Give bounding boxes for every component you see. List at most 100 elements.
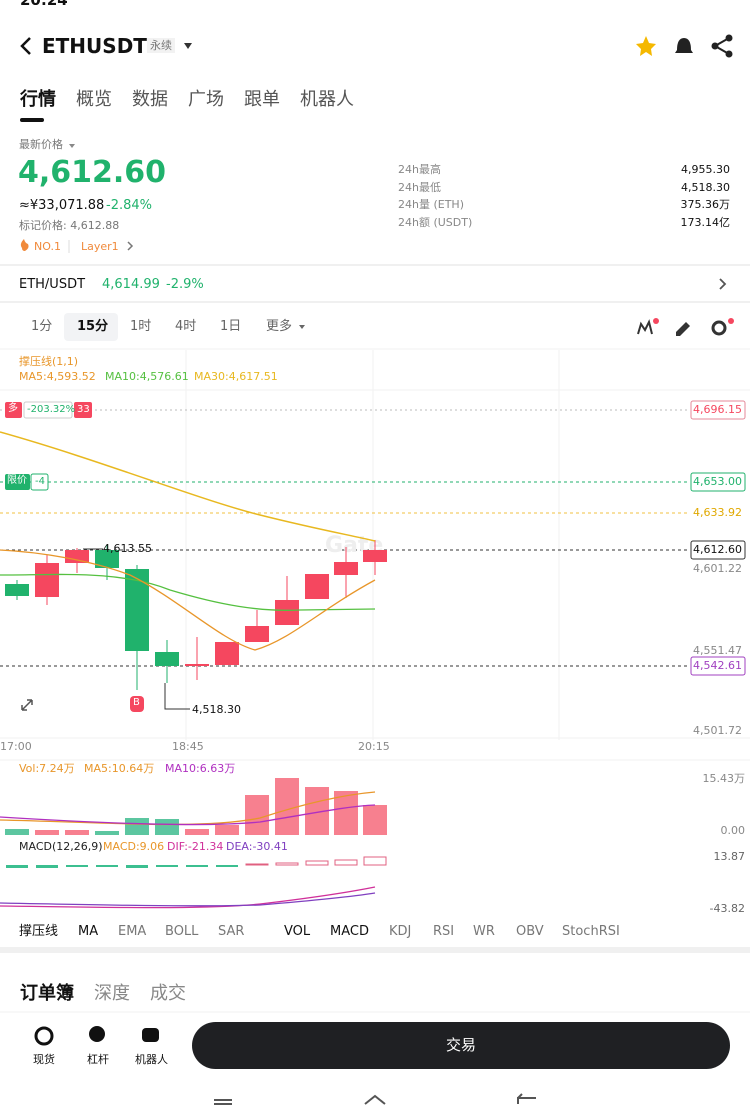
buy-marker-label: B [133, 697, 140, 708]
macd-bar [363, 856, 387, 866]
tab[interactable]: 行情 [20, 89, 56, 110]
indicator-tab[interactable]: BOLL [165, 924, 199, 939]
interval[interactable]: 更多 [266, 319, 293, 334]
indicator-tab[interactable]: 撑压线 [19, 924, 59, 939]
tab[interactable]: 数据 [132, 89, 168, 110]
long-side[interactable]: 多 [8, 403, 18, 414]
long-pnl: -203.32% [27, 404, 76, 415]
settings-icon[interactable] [711, 320, 727, 336]
indicator-tab[interactable]: OBV [516, 924, 544, 939]
volume-legend: MA10:6.63万 [165, 762, 236, 775]
ma10-line [0, 573, 376, 611]
mark-price: 标记价格: 4,612.88 [19, 219, 120, 232]
price-level-box [690, 472, 746, 492]
long-badge[interactable] [5, 402, 22, 418]
macd-bar [156, 865, 178, 867]
sector-tag[interactable]: Layer1 [81, 240, 119, 253]
dropdown-caret[interactable] [184, 43, 192, 49]
dea-line [0, 892, 376, 907]
limit-badge[interactable] [5, 474, 30, 490]
last-price: 4,612.60 [18, 155, 167, 190]
tab-underline [20, 118, 44, 122]
indicator-tab[interactable]: WR [473, 924, 495, 939]
interval[interactable]: 1时 [130, 319, 152, 334]
tab[interactable]: 机器人 [300, 89, 354, 110]
orderbook-tab[interactable]: 深度 [94, 983, 130, 1004]
volume-bar [334, 791, 358, 835]
price-change: -2.84% [106, 198, 152, 213]
bottom-nav-label[interactable]: 机器人 [135, 1053, 168, 1066]
volume-bar [35, 830, 59, 835]
ma30-line [0, 431, 376, 542]
indicator-tab[interactable]: SAR [218, 924, 245, 939]
indicator-tab[interactable]: EMA [118, 924, 147, 939]
indicator-tab[interactable]: VOL [284, 924, 311, 939]
tab[interactable]: 广场 [188, 89, 224, 110]
interval[interactable]: 15分 [77, 319, 109, 334]
status-time: 20:24 [20, 0, 68, 9]
tab[interactable]: 跟单 [244, 89, 280, 110]
macd-axis: -43.82 [709, 902, 745, 915]
price-level: 4,633.92 [693, 506, 742, 519]
fullscreen-icon[interactable] [21, 699, 33, 711]
margin-icon[interactable] [89, 1026, 105, 1042]
macd-bar [6, 865, 28, 868]
macd-bar [275, 862, 299, 866]
macd-bar [305, 860, 329, 866]
grid [0, 350, 750, 740]
indicator-tab[interactable]: KDJ [389, 924, 412, 939]
orderbook-tab[interactable]: 成交 [150, 983, 186, 1004]
interval[interactable]: 1日 [220, 319, 242, 334]
candle-body [125, 569, 149, 651]
ma5-line [0, 549, 376, 651]
price-label: 最新价格 [19, 138, 63, 151]
spot-price: 4,614.99 [102, 277, 160, 292]
back-icon[interactable] [20, 37, 31, 55]
macd-legend: MACD:9.06 [103, 840, 165, 853]
bottom-nav-label[interactable]: 现货 [33, 1053, 55, 1066]
candle-body [363, 550, 387, 562]
support-legend: 撑压线(1,1) [19, 355, 79, 368]
ma-legend: MA30:4,617.51 [194, 370, 278, 383]
macd-bar [216, 865, 238, 867]
orderbook-tab[interactable]: 订单簿 [20, 983, 74, 1004]
trade-button[interactable] [192, 1022, 730, 1069]
fire-icon [20, 239, 29, 251]
draw-icon[interactable] [676, 322, 690, 336]
spot-pair[interactable]: ETH/USDT [19, 277, 86, 292]
spot-change: -2.9% [166, 277, 204, 292]
time-label: 20:15 [358, 740, 390, 753]
macd-legend: MACD(12,26,9) [19, 840, 103, 853]
stat-value: 375.36万 [680, 198, 731, 211]
candle-body [35, 563, 59, 597]
indicator-tab[interactable]: RSI [433, 924, 455, 939]
price-level: 4,696.15 [693, 403, 742, 416]
tab[interactable]: 概览 [76, 89, 112, 110]
ma-legend: MA5:4,593.52 [19, 370, 96, 383]
star-icon[interactable] [636, 36, 656, 56]
indicator-tab[interactable]: MACD [330, 924, 369, 939]
trade-button-label[interactable]: 交易 [446, 1036, 477, 1054]
indicator-tab[interactable]: StochRSI [562, 924, 620, 939]
interval-selected [64, 313, 118, 341]
bottom-nav-label[interactable]: 杠杆 [87, 1053, 109, 1066]
chevron[interactable] [719, 278, 727, 290]
limit-label[interactable]: 限价 [7, 475, 27, 486]
indicator-tab[interactable]: MA [78, 924, 99, 939]
bot-icon[interactable] [142, 1028, 159, 1042]
interval[interactable]: 4时 [175, 319, 197, 334]
volume-legend: MA5:10.64万 [84, 762, 155, 775]
spot-icon[interactable] [34, 1026, 54, 1046]
indicator-icon[interactable] [637, 319, 653, 335]
stat-label: 24h最低 [398, 180, 441, 194]
price-level-box [690, 400, 746, 420]
price-level: 4,542.61 [693, 659, 742, 672]
interval[interactable]: 1分 [31, 319, 53, 334]
alert-icon[interactable] [675, 38, 693, 53]
price-level: 4,601.22 [693, 562, 742, 575]
candle-body [185, 664, 209, 666]
price-level: 4,653.00 [693, 475, 742, 488]
volume-bar [275, 778, 299, 835]
macd-bars [6, 856, 387, 868]
